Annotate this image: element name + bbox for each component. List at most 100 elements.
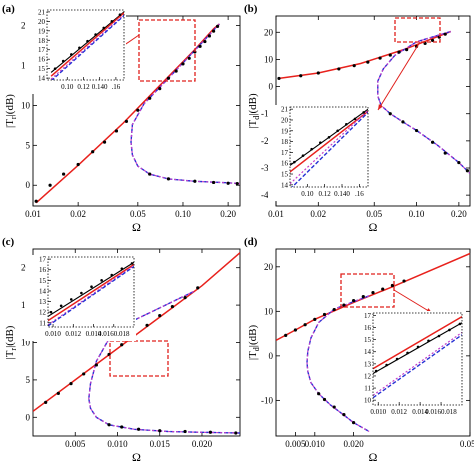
- main-data-point: [342, 303, 346, 307]
- inset-y-tick-label: 21: [38, 8, 46, 16]
- x-tick-label: 0.20: [220, 209, 236, 219]
- main-data-point: [207, 34, 211, 38]
- inset-data-point: [49, 310, 53, 314]
- panel-frame: [275, 248, 471, 437]
- main-data-point: [148, 96, 152, 100]
- inset-x-tick-label: 0.140: [334, 190, 350, 198]
- zoom-highlight-box: [138, 19, 196, 82]
- main-data-point: [196, 286, 200, 290]
- inset-frame: [47, 256, 135, 328]
- main-data-point: [226, 181, 230, 185]
- x-axis-label: Ω: [369, 220, 378, 234]
- main-data-point: [405, 48, 409, 52]
- inset-y-tick-label: 18: [38, 37, 46, 45]
- panel-label: (b): [244, 3, 258, 15]
- zoom-highlight-box: [340, 273, 395, 308]
- main-data-point: [390, 283, 394, 288]
- inset-y-tick-label: 12: [39, 309, 47, 317]
- main-data-point: [352, 299, 356, 303]
- inset-x-tick-label: 0.014: [412, 408, 428, 416]
- main-data-point: [303, 323, 307, 327]
- main-data-point: [203, 39, 207, 44]
- x-tick-label: 0.05: [130, 209, 146, 219]
- zoom-highlight-box: [394, 17, 441, 43]
- panel-label: (a): [2, 3, 15, 15]
- inset-plot-area: [290, 108, 368, 187]
- inset-x-tick-label: 0.0160.018: [425, 408, 457, 416]
- inset-data-point: [406, 351, 409, 355]
- main-data-point: [397, 50, 401, 54]
- main-data-point: [124, 119, 129, 123]
- inset-series-blue-dashed: [51, 15, 124, 80]
- y-tick-label: 0: [26, 412, 31, 422]
- inset-data-point: [120, 267, 124, 270]
- y-tick-label: -20: [261, 136, 273, 146]
- inset-data-point: [327, 135, 331, 139]
- main-data-point: [48, 183, 52, 187]
- inset-x-tick-label: 0.012: [391, 408, 407, 416]
- plot-area: [276, 252, 470, 433]
- inset-data-point: [53, 67, 57, 70]
- inset-data-point: [100, 279, 103, 282]
- panel-b: 0.01 0.02 0.05 0.10 0.20 20 10 0 -10 -20 -30 -40 (b)…: [244, 3, 471, 234]
- inset-data-point: [59, 304, 63, 308]
- inset-plot-area: [50, 11, 124, 80]
- zoom-arrow: [393, 289, 433, 314]
- inset-x-tick-label: 0.010: [45, 330, 61, 338]
- inset-x-tick-label: 0.010: [370, 408, 386, 416]
- y-tick-label: 20: [264, 262, 274, 272]
- inset-data-point: [374, 369, 378, 373]
- inset-y-tick-label: 18: [281, 138, 289, 146]
- main-data-point: [183, 296, 187, 300]
- main-data-point: [211, 180, 216, 185]
- main-data-point: [69, 382, 73, 386]
- main-data-point: [82, 372, 86, 376]
- inset-y-tick-label: 13: [364, 360, 372, 368]
- y-axis-label: |Tr|(dB): [4, 94, 18, 128]
- inset-series-blue-dashed: [48, 265, 134, 327]
- main-data-point: [215, 24, 220, 28]
- x-tick-label: 0.010: [305, 439, 326, 449]
- main-data-point: [352, 64, 356, 68]
- inset-x-tick-label: 0.0160.018: [98, 330, 130, 338]
- main-series-red-solid: [33, 252, 240, 412]
- inset-data-point: [90, 285, 93, 288]
- main-data-point: [337, 67, 341, 71]
- inset-data-point: [78, 46, 81, 50]
- x-axis-label: Ω: [369, 450, 378, 464]
- main-data-point: [76, 162, 80, 167]
- main-data-point: [235, 182, 239, 186]
- main-data-point: [102, 140, 107, 144]
- x-tick-label: 0.01: [268, 209, 284, 219]
- panel-c: 0.005 0.010 0.015 0.020 0 5 10 15 20 (c) |Tr|(dB) Ω…: [2, 236, 241, 464]
- inset-y-tick-label: 16: [38, 56, 46, 64]
- y-tick-label: 0: [26, 180, 31, 190]
- x-tick-label: 0.10: [409, 209, 425, 219]
- inset-series-magenta-dashed: [50, 14, 124, 80]
- main-data-point: [62, 172, 66, 176]
- inset-y-tick-label: 15: [38, 65, 46, 73]
- main-data-point: [166, 177, 171, 181]
- x-tick-label: 0.020: [343, 439, 364, 449]
- inset-y-tick-label: 17: [281, 149, 289, 157]
- main-data-point: [56, 391, 60, 395]
- inset-y-tick-label: 15: [364, 336, 372, 344]
- main-data-point: [44, 400, 48, 404]
- inset-x-tick-label: .16: [355, 190, 364, 198]
- main-data-point: [174, 69, 178, 73]
- inset-y-tick-label: 14: [39, 287, 47, 295]
- inset-y-tick-label: 16: [281, 160, 289, 168]
- inset-x-tick-label: 0.10: [61, 83, 74, 91]
- inset-y-tick-label: 14: [38, 75, 46, 83]
- main-data-point: [187, 56, 191, 60]
- main-data-point: [361, 295, 365, 299]
- inset: 0.10 0.12 0.140 .16 14 15 16 17 18 19 20 21: [268, 105, 370, 201]
- y-tick-label: 5: [26, 140, 31, 150]
- plot-area: [34, 23, 240, 204]
- inset-frame: [46, 9, 125, 81]
- inset-data-point: [448, 328, 451, 332]
- inset-data-point: [345, 122, 348, 126]
